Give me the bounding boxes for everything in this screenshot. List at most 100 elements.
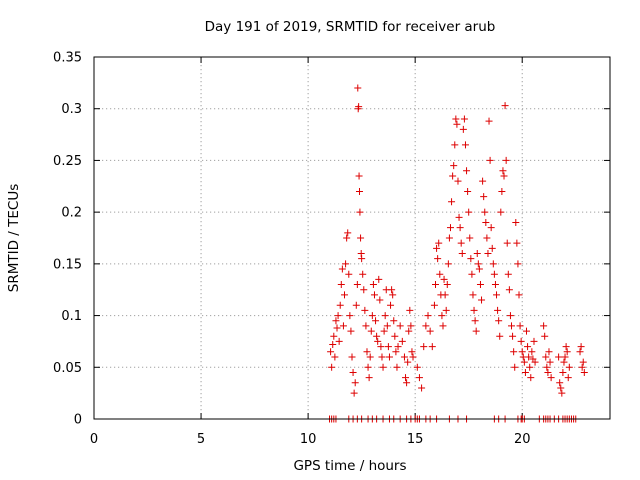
data-point — [433, 244, 441, 252]
data-point — [541, 332, 549, 340]
x-tick-label: 20 — [514, 432, 531, 447]
data-point — [471, 317, 479, 325]
data-point — [370, 291, 378, 299]
data-point — [357, 234, 365, 242]
data-point — [452, 115, 460, 123]
data-point — [524, 343, 532, 351]
data-point — [356, 208, 364, 216]
data-point — [393, 363, 401, 371]
data-point — [513, 239, 521, 247]
data-point — [546, 358, 554, 366]
data-point — [445, 234, 453, 242]
data-point — [540, 322, 548, 330]
data-point — [415, 374, 423, 382]
data-point — [543, 363, 551, 371]
data-point — [436, 270, 444, 278]
data-point — [365, 374, 373, 382]
data-point — [446, 224, 454, 232]
data-point — [451, 141, 459, 149]
data-point — [353, 281, 361, 289]
data-point — [482, 218, 490, 226]
data-point — [402, 374, 410, 382]
data-point — [514, 260, 522, 268]
data-point — [420, 343, 428, 351]
data-point — [518, 348, 526, 356]
data-point — [453, 120, 461, 128]
data-point — [329, 341, 337, 349]
data-point — [361, 306, 369, 314]
data-point — [444, 260, 452, 268]
data-point — [560, 358, 568, 366]
data-point — [485, 117, 493, 125]
data-point — [459, 125, 467, 133]
data-point — [422, 322, 430, 330]
data-point — [547, 374, 555, 382]
data-point — [487, 224, 495, 232]
y-tick-label: 0.3 — [61, 102, 82, 117]
data-point — [331, 353, 339, 361]
data-point — [468, 270, 476, 278]
x-tick-label: 0 — [90, 432, 98, 447]
y-tick-label: 0.2 — [61, 206, 82, 221]
data-point — [440, 275, 448, 283]
x-tick-label: 10 — [300, 432, 317, 447]
data-point — [544, 368, 552, 376]
data-point — [351, 379, 359, 387]
tick-labels: 0 5 10 15 20 0 0.05 0.1 0.15 0.2 0.25 0.3 0.35 — [53, 51, 530, 448]
data-point — [469, 291, 477, 299]
data-point — [526, 363, 534, 371]
data-point — [511, 363, 519, 371]
data-point — [497, 208, 505, 216]
data-point — [564, 374, 572, 382]
data-point — [475, 265, 483, 273]
data-point — [490, 270, 498, 278]
data-point — [338, 265, 346, 273]
data-point — [479, 177, 487, 185]
data-point — [506, 312, 514, 320]
data-point — [488, 244, 496, 252]
data-point — [577, 343, 585, 351]
data-point — [407, 322, 415, 330]
y-tick-label: 0 — [74, 413, 82, 428]
data-point — [372, 317, 380, 325]
data-point — [530, 337, 538, 345]
data-point — [464, 187, 472, 195]
data-point — [328, 363, 336, 371]
data-point — [545, 348, 553, 356]
data-point — [438, 312, 446, 320]
data-point — [345, 270, 353, 278]
data-point — [355, 103, 363, 111]
data-point — [565, 363, 573, 371]
data-point — [404, 358, 412, 366]
data-point — [460, 115, 468, 123]
data-point — [336, 301, 344, 309]
data-point — [350, 389, 358, 397]
data-point — [470, 306, 478, 314]
data-point — [347, 327, 355, 335]
y-tick-label: 0.25 — [53, 154, 82, 169]
data-point — [390, 317, 398, 325]
data-point — [455, 213, 463, 221]
y-tick-label: 0.05 — [53, 361, 82, 376]
data-point — [327, 348, 335, 356]
data-point — [400, 353, 408, 361]
data-point — [373, 332, 381, 340]
data-point — [510, 348, 518, 356]
data-point — [505, 286, 513, 294]
data-point — [466, 234, 474, 242]
data-point — [579, 358, 587, 366]
data-point — [494, 306, 502, 314]
grid-lines — [94, 57, 610, 419]
data-point — [542, 353, 550, 361]
data-point — [527, 374, 535, 382]
data-point — [406, 306, 414, 314]
data-point — [409, 353, 417, 361]
data-point — [562, 343, 570, 351]
data-point — [556, 379, 564, 387]
data-point — [348, 353, 356, 361]
data-point — [516, 322, 524, 330]
data-point — [385, 353, 393, 361]
data-point — [358, 255, 366, 263]
data-point — [465, 208, 473, 216]
